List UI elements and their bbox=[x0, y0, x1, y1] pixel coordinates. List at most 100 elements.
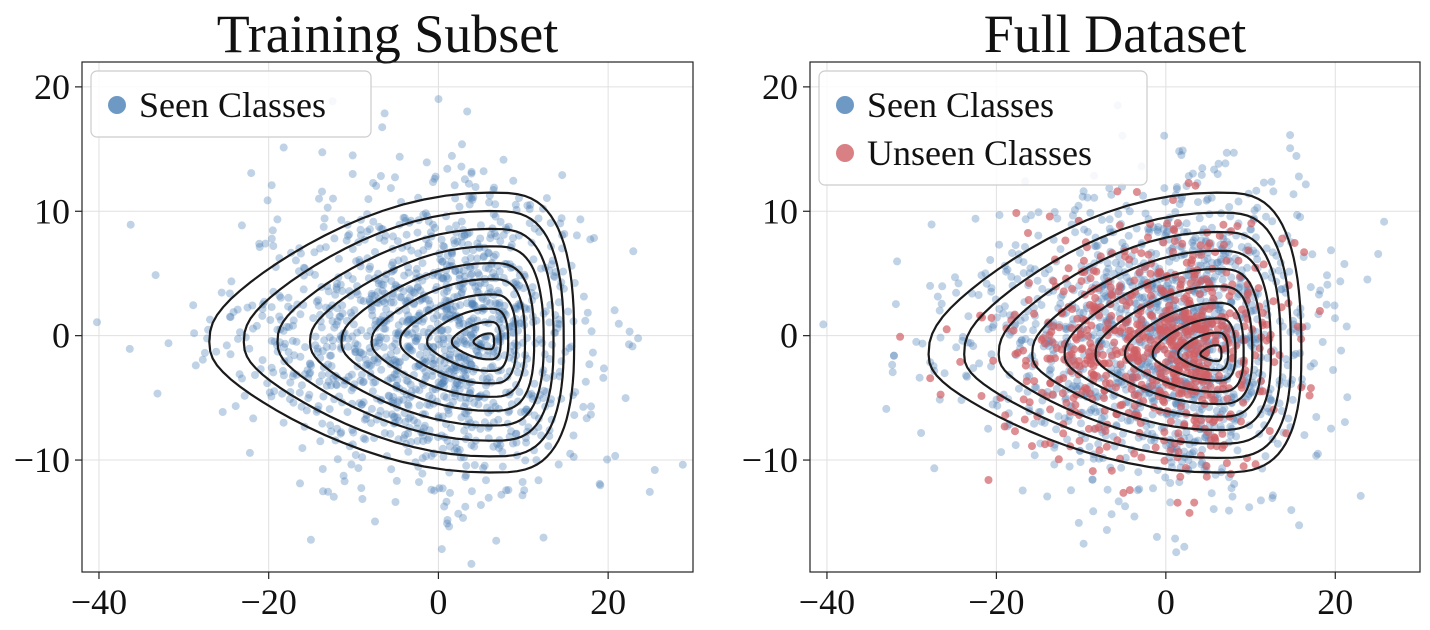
seen-point bbox=[1029, 326, 1038, 335]
seen-point bbox=[1243, 392, 1252, 401]
seen-point bbox=[401, 430, 409, 439]
seen-point bbox=[279, 371, 288, 380]
unseen-point bbox=[1058, 389, 1067, 398]
seen-point bbox=[450, 236, 458, 245]
seen-point bbox=[267, 234, 276, 243]
unseen-point bbox=[1147, 291, 1155, 300]
seen-point bbox=[411, 325, 420, 333]
seen-point bbox=[388, 410, 396, 419]
seen-point bbox=[1019, 269, 1028, 278]
unseen-point bbox=[1089, 371, 1098, 380]
seen-point bbox=[893, 257, 902, 266]
seen-point bbox=[463, 230, 472, 238]
seen-point bbox=[1296, 349, 1305, 358]
seen-point bbox=[1226, 431, 1235, 440]
seen-point bbox=[366, 262, 375, 271]
seen-point bbox=[1215, 303, 1224, 312]
unseen-point bbox=[1089, 266, 1098, 275]
unseen-point bbox=[1306, 384, 1315, 393]
unseen-point bbox=[1184, 179, 1193, 187]
seen-point bbox=[428, 394, 437, 403]
seen-point bbox=[468, 299, 477, 308]
seen-point bbox=[424, 239, 433, 248]
seen-point bbox=[355, 354, 363, 363]
seen-point bbox=[374, 333, 383, 342]
unseen-point bbox=[936, 390, 945, 399]
seen-point bbox=[476, 221, 485, 230]
seen-point bbox=[1077, 419, 1085, 428]
seen-point bbox=[444, 406, 453, 415]
seen-point bbox=[984, 424, 993, 433]
seen-point bbox=[324, 287, 333, 296]
x-tick-label: −40 bbox=[71, 582, 127, 622]
seen-point bbox=[278, 389, 287, 398]
unseen-point bbox=[1191, 423, 1200, 432]
seen-point bbox=[225, 289, 234, 298]
seen-point bbox=[372, 181, 381, 190]
seen-point bbox=[365, 265, 374, 273]
seen-point bbox=[212, 347, 221, 356]
seen-point bbox=[466, 271, 475, 280]
seen-point bbox=[394, 256, 403, 265]
unseen-point bbox=[978, 313, 986, 322]
seen-point bbox=[493, 300, 502, 309]
seen-point bbox=[1197, 170, 1206, 179]
seen-point bbox=[1089, 404, 1098, 413]
seen-point bbox=[440, 359, 449, 367]
seen-point bbox=[486, 363, 495, 372]
seen-point bbox=[306, 368, 315, 377]
unseen-point bbox=[1191, 181, 1200, 190]
unseen-point bbox=[1130, 391, 1139, 400]
unseen-point bbox=[1211, 248, 1220, 257]
seen-point bbox=[888, 368, 897, 377]
seen-point bbox=[380, 109, 389, 118]
seen-point bbox=[1291, 349, 1300, 358]
seen-point bbox=[553, 324, 562, 333]
seen-point bbox=[467, 361, 476, 369]
seen-point bbox=[422, 348, 431, 356]
seen-point bbox=[521, 456, 530, 465]
seen-point bbox=[263, 196, 272, 205]
seen-point bbox=[460, 337, 469, 346]
seen-point bbox=[1312, 451, 1321, 460]
seen-point bbox=[1194, 198, 1202, 207]
seen-point bbox=[404, 330, 413, 339]
seen-point bbox=[459, 266, 468, 275]
seen-point bbox=[348, 151, 357, 160]
seen-point bbox=[1308, 250, 1317, 259]
seen-point bbox=[599, 364, 608, 373]
seen-point bbox=[1191, 233, 1200, 242]
seen-point bbox=[530, 411, 539, 420]
seen-point bbox=[453, 379, 462, 388]
seen-point bbox=[446, 442, 454, 451]
unseen-point bbox=[1076, 330, 1085, 339]
seen-point bbox=[1021, 313, 1029, 322]
unseen-point bbox=[1130, 276, 1139, 285]
seen-point bbox=[406, 380, 415, 389]
seen-point bbox=[348, 332, 357, 341]
seen-point bbox=[988, 400, 997, 409]
seen-point bbox=[523, 201, 532, 210]
seen-point bbox=[1015, 338, 1024, 347]
unseen-point bbox=[1213, 325, 1222, 334]
seen-point bbox=[1161, 473, 1170, 482]
seen-point bbox=[315, 194, 323, 203]
seen-point bbox=[390, 370, 399, 379]
unseen-point bbox=[1121, 318, 1130, 327]
seen-point bbox=[569, 431, 578, 440]
seen-point bbox=[461, 399, 470, 408]
seen-point bbox=[269, 242, 278, 250]
unseen-point bbox=[1059, 374, 1068, 383]
seen-point bbox=[382, 334, 391, 343]
seen-point bbox=[483, 374, 491, 383]
seen-point bbox=[512, 438, 521, 447]
seen-point bbox=[427, 451, 436, 460]
seen-point bbox=[1160, 184, 1169, 193]
y-tick-label: −10 bbox=[14, 440, 70, 480]
seen-point bbox=[357, 400, 366, 409]
seen-point bbox=[511, 430, 520, 438]
seen-point bbox=[299, 263, 308, 272]
unseen-point bbox=[1170, 237, 1179, 245]
seen-point bbox=[445, 522, 454, 531]
unseen-point bbox=[1282, 429, 1291, 438]
